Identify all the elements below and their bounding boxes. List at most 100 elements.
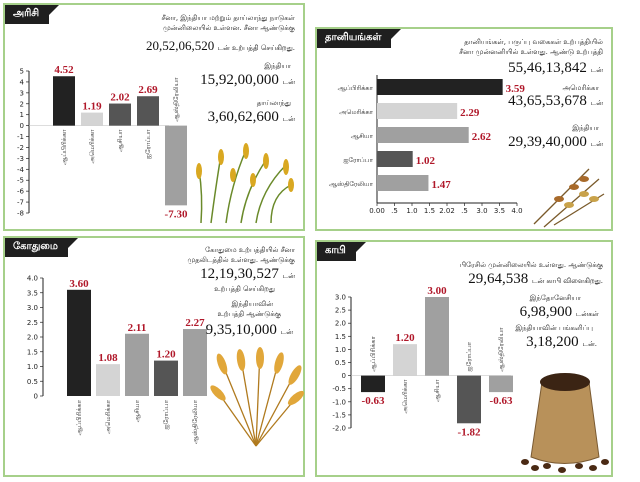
bar-value-label: 1.19 [82,101,102,113]
rice-thai-label: தாய்லாந்து [256,99,291,107]
bar-2 [425,297,449,376]
coffee-indo-label: இந்தோனேசியா [529,294,581,302]
category-label: அமெரிக்கா [88,129,96,164]
category-label: ஆசியா [133,399,141,422]
y-tick-label: 2.0 [27,334,38,342]
y-tick-label: 4.0 [27,275,38,283]
category-label: ஐரோப்பா [343,156,373,164]
x-tick-label: 0.00 [369,207,385,215]
bar-3 [137,96,159,126]
y-tick-label: 1.5 [335,333,346,341]
bar-3 [457,375,481,424]
coffee-brazil-value-line: 29,64,538 டன் காபி விளைகிறது. [468,271,603,288]
coffee-india-value: 3,18,200 [526,334,579,350]
coffee-indo-value: 6,98,900 [519,304,573,320]
y-tick-label: -8 [17,210,24,218]
grains-india-unit: டன் [590,140,603,148]
wheat-china-value: 12,19,30,527 [200,266,279,282]
bar-value-label: 3.60 [69,278,89,290]
bar-3 [154,360,178,396]
category-label: ஆஸ்திரேலியா [329,180,374,188]
bar-1 [393,344,417,376]
bar-value-label: 3.00 [427,285,447,297]
y-tick-label: -6 [17,188,25,196]
wheat-china-unit: டன் [282,272,295,280]
x-tick-label: 1.0 [406,207,417,215]
wheat-note-1: கோதுமை உற்பத்தியில் சீனா [205,246,295,254]
y-tick-label: -7 [17,199,24,207]
wheat-india-unit: டன் [280,328,293,336]
y-tick-label: 0.5 [27,378,38,386]
y-tick-label: 5 [20,68,24,76]
category-label: ஐரோப்பா [465,341,473,371]
bar-value-label: 2.02 [110,92,130,104]
wheat-tag: கோதுமை [5,238,78,257]
category-label: அமெரிக்கா [339,108,374,116]
coffee-tag: காபி [317,242,366,261]
bar-value-label: 1.20 [156,349,176,361]
bar-0 [67,289,91,396]
bar-1 [81,112,103,126]
wheat-china-note-3: உற்பத்தி செய்கிறது [214,285,275,293]
bar-value-label: -0.63 [490,395,513,407]
y-tick-label: 1.0 [27,363,38,371]
bar-value-label: 1.20 [395,332,415,344]
y-tick-label: 1 [20,111,24,119]
grains-us-value-line: 43,65,53,678 டன் [508,93,603,110]
bar-value-label: 2.69 [138,84,158,96]
bar-value-label: 4.52 [54,64,74,76]
y-tick-label: 0 [20,122,24,130]
y-tick-label: 0.5 [335,359,346,367]
rice-india-label: இந்தியா [264,62,291,70]
category-label: ஆப்பிரிக்கா [60,129,68,165]
category-label: அமெரிக்கா [104,399,112,434]
wheat-note-2: முதலிடத்தில் உள்ளது. ஆண்டுக்கு [187,256,295,264]
wheat-india-value: 9,35,10,000 [205,322,277,338]
grains-us-unit: டன் [590,99,603,107]
coffee-brazil-value: 29,64,538 [468,271,529,287]
y-tick-label: -1.0 [332,398,346,406]
y-tick-label: 3.0 [27,304,38,312]
category-label: ஆஸ்திரேலியா [497,327,505,372]
coffee-india-value-line: 3,18,200 டன். [526,334,597,351]
rice-chart: 5 4 3 2 1 0 -1 -2 -3 -4 -5 -6 -7 -8 4.52 ஆப்பிரிக்கா 1.1… [17,64,188,220]
category-label: ஆசியா [351,132,374,140]
y-tick-label: -2.0 [332,425,346,433]
rice-thai-value: 3,60,62,600 [207,109,279,125]
category-label: ஆசியா [433,379,441,402]
bar-1 [377,103,458,119]
x-tick-label: .5 [461,207,468,215]
bar-value-label: 2.62 [472,131,492,143]
coffee-india-label: இந்தியாவின் பங்களிப்பு [515,324,593,332]
grains-panel: தானியங்கள் தானியங்கள், பருப்பு வகைகள் உற… [315,27,613,231]
coffee-india-unit: டன். [582,340,597,348]
y-tick-label: 0 [34,393,38,401]
coffee-indo-value-line: 6,98,900 டன்கள் [520,304,599,321]
rice-tag: அரிசி [5,5,60,24]
y-tick-label: 3.0 [335,294,346,302]
rice-china-note-2: முன்னிலையில் உள்ளன. சீனா ஆண்டுக்கு [162,24,295,32]
category-label: ஆஸ்திரேலியா [172,77,180,122]
coffee-chart: 3.0 2.5 2.0 1.5 1.0 0.5 0 -0.5 -1.0 -1.5 -2.0 -0.63… [332,285,513,438]
rice-china-value: 20,52,06,520 [145,38,215,53]
grains-us-value: 43,65,53,678 [508,93,587,109]
rice-thai-unit: டன் [282,115,295,123]
y-tick-label: 1.5 [27,348,38,356]
bar-value-label: 3.59 [506,83,526,95]
wheat-chart: 4.0 3.5 3.0 2.5 2.0 1.5 1.0 0.5 0 3.60 ஆப்பிரிக்கா… [27,275,207,444]
rice-china-note-1: சீனா, இந்தியா மற்றும் தாய்லாந்து நாடுகள் [161,14,295,22]
bar-4 [183,329,207,396]
y-tick-label: 2.0 [335,320,346,328]
rice-india-value: 15,92,00,000 [200,72,279,88]
bar-value-label: 1.08 [98,352,118,364]
category-label: ஆஸ்திரேலியா [191,399,199,444]
y-tick-label: 2 [20,100,24,108]
category-label: ஆசியா [116,129,124,152]
x-tick-label: .5 [391,207,398,215]
coffee-sack-illustration [521,373,609,473]
y-tick-label: -1.5 [332,411,346,419]
y-tick-label: -4 [17,166,25,174]
y-tick-label: 3 [20,89,24,97]
coffee-brazil-note: பிரேசில் முன்னிலையில் உள்ளது. ஆண்டுக்கு [459,261,603,269]
y-tick-label: -0.5 [332,385,346,393]
